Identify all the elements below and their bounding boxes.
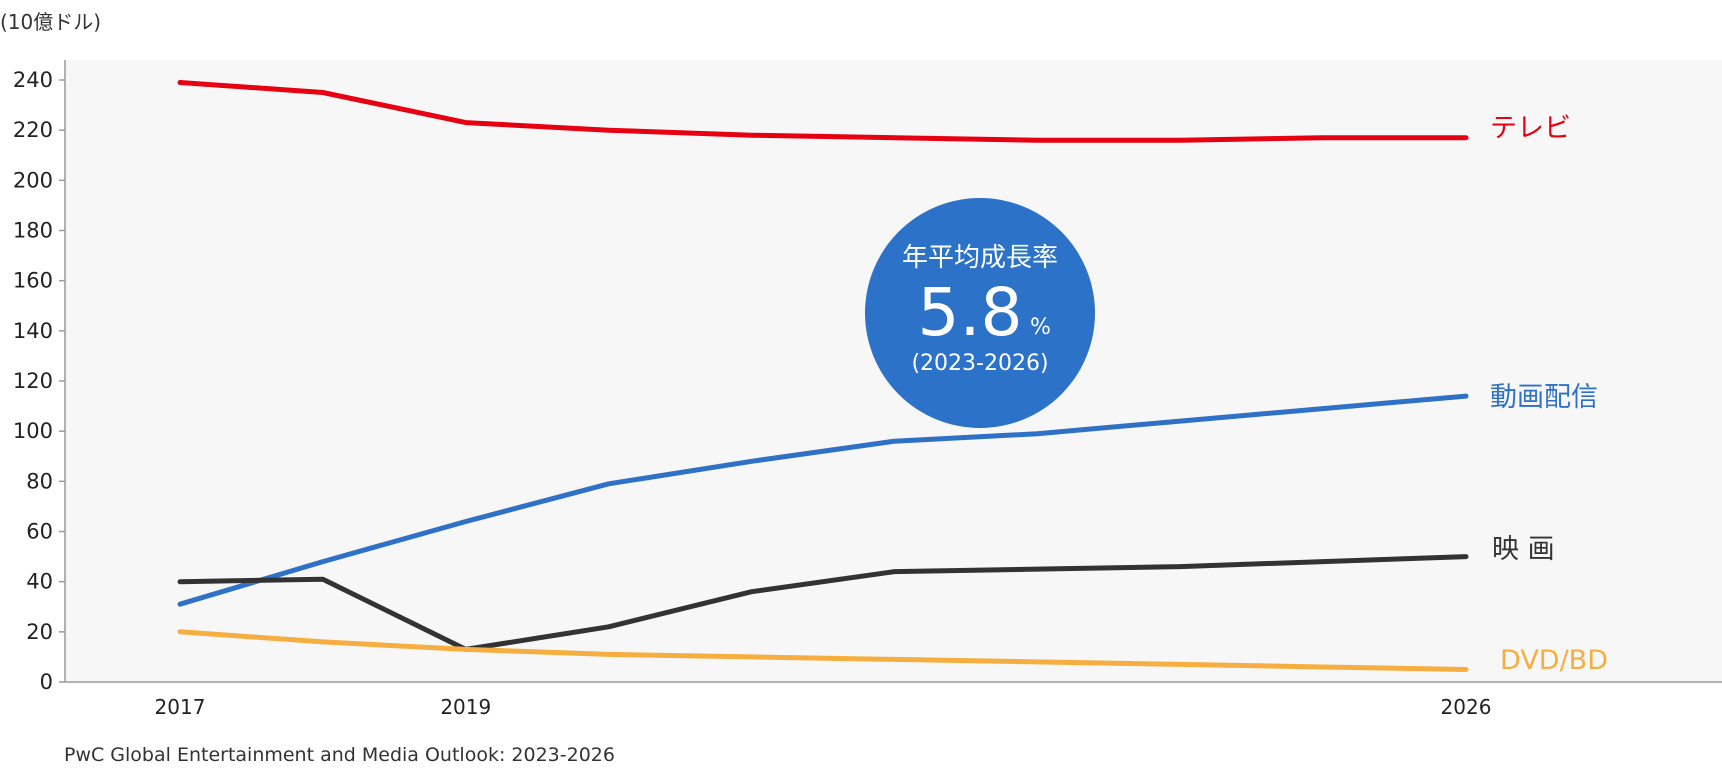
x-tick-labels: 2017 2019 2026 [155, 695, 1492, 719]
cagr-value: 5.8 [918, 274, 1023, 351]
series-label: テレビ [1490, 113, 1571, 144]
x-tick-label: 2017 [155, 695, 206, 719]
y-tick-label: 180 [13, 219, 53, 243]
y-tick-label: 200 [13, 168, 53, 192]
y-tick-label: 80 [26, 469, 53, 493]
series-line [177, 554, 1469, 652]
y-axis-unit-label: (10億ドル) [0, 10, 102, 34]
y-tick-label: 100 [13, 419, 53, 443]
cagr-unit: % [1030, 315, 1051, 340]
series-line [177, 629, 1469, 672]
y-tick-label: 0 [40, 670, 53, 694]
y-tick-label: 20 [26, 620, 53, 644]
axes [64, 60, 1722, 683]
y-tick-label: 220 [13, 118, 53, 142]
series-line [177, 393, 1469, 607]
x-tick-label: 2019 [440, 695, 491, 719]
source-note: PwC Global Entertainment and Media Outlo… [64, 744, 615, 766]
series-lines [177, 80, 1469, 672]
series-label: 動画配信 [1490, 382, 1598, 413]
cagr-annotation: 年平均成長率 5.8 % (2023-2026) [865, 198, 1095, 428]
y-tick-labels: 0 20 40 60 80 100 120 140 160 180 200 220 240 [13, 68, 65, 694]
series-line [177, 80, 1469, 143]
x-tick-label: 2026 [1441, 695, 1492, 719]
series-label: DVD/BD [1500, 645, 1608, 676]
y-tick-label: 40 [26, 570, 53, 594]
cagr-bubble [865, 198, 1095, 428]
y-tick-label: 60 [26, 520, 53, 544]
y-tick-label: 160 [13, 269, 53, 293]
series-label: 映 画 [1492, 534, 1555, 565]
y-tick-label: 140 [13, 319, 53, 343]
cagr-title: 年平均成長率 [902, 243, 1058, 273]
y-tick-label: 240 [13, 68, 53, 92]
y-tick-label: 120 [13, 369, 53, 393]
cagr-period: (2023-2026) [911, 351, 1048, 376]
